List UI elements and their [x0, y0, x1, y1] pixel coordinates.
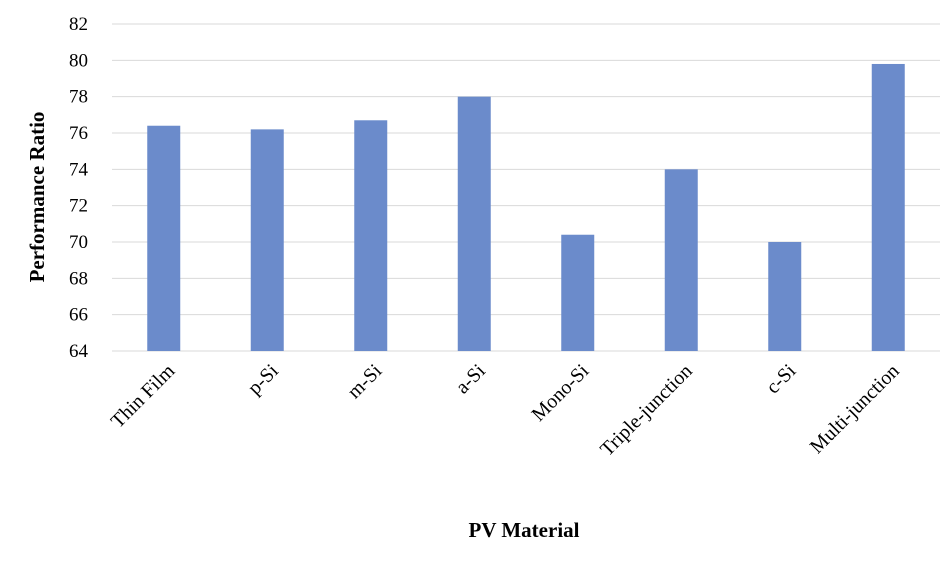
- x-category-label: m-Si: [343, 360, 386, 403]
- bars: [147, 63, 905, 352]
- gridlines: [112, 23, 940, 352]
- y-tick-label: 80: [69, 50, 88, 71]
- bar-m-si: [354, 120, 388, 352]
- y-axis-title: Performance Ratio: [25, 112, 49, 283]
- y-axis-ticks: 64 66 68 70 72 74 76 78 80 82: [69, 14, 89, 362]
- bar-thin-film: [147, 125, 181, 351]
- y-tick-label: 68: [69, 268, 88, 289]
- y-tick-label: 82: [69, 14, 88, 35]
- x-category-label: p-Si: [244, 360, 283, 399]
- y-tick-label: 66: [69, 305, 88, 326]
- x-axis-categories: Thin Film p-Si m-Si a-Si Mono-Si Triple-junct…: [107, 360, 904, 461]
- x-axis-title: PV Material: [469, 518, 580, 542]
- bar-mono-si: [561, 234, 595, 351]
- y-tick-label: 78: [69, 87, 88, 108]
- bar-multi-junction: [871, 63, 905, 351]
- y-tick-label: 70: [69, 232, 88, 253]
- y-tick-label: 64: [69, 341, 89, 362]
- x-category-label: Thin Film: [107, 360, 180, 433]
- y-tick-label: 76: [69, 123, 88, 144]
- bar-p-si: [250, 129, 284, 351]
- x-category-label: a-Si: [451, 360, 490, 399]
- x-category-label: Mono-Si: [527, 360, 593, 426]
- bar-a-si: [457, 96, 491, 352]
- bar-triple-junction: [664, 169, 698, 351]
- bar-c-si: [768, 242, 802, 351]
- x-category-label: Triple-junction: [596, 360, 697, 461]
- x-category-label: Multi-junction: [806, 360, 904, 458]
- y-tick-label: 74: [69, 159, 89, 180]
- y-tick-label: 72: [69, 196, 88, 217]
- x-category-label: c-Si: [762, 360, 801, 399]
